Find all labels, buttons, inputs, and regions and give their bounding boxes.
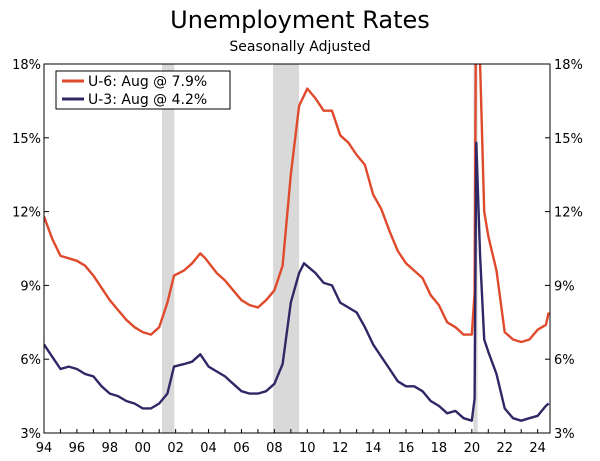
x-tick-label: 22: [496, 441, 513, 456]
x-tick-label: 08: [266, 441, 283, 456]
series-line-u6: [44, 64, 550, 344]
y-tick-label-left: 6%: [20, 353, 41, 368]
y-tick-label-right: 15%: [554, 132, 583, 147]
recession-shading-group: [161, 64, 478, 433]
legend-label-u6: U-6: Aug @ 7.9%: [88, 74, 207, 90]
legend: U-6: Aug @ 7.9% U-3: Aug @ 4.2%: [55, 70, 231, 110]
y-tick-label-left: 9%: [20, 279, 41, 294]
series-group: [44, 64, 550, 422]
y-tick-label-right: 6%: [554, 353, 575, 368]
y-tick-label-left: 15%: [12, 132, 41, 147]
legend-box: [55, 70, 231, 110]
x-tick-label: 14: [365, 441, 382, 456]
legend-label-u3: U-3: Aug @ 4.2%: [88, 92, 207, 108]
x-tick-label: 16: [398, 441, 415, 456]
x-tick-label: 06: [233, 441, 250, 456]
y-tick-label-right: 9%: [554, 279, 575, 294]
x-tick-label: 04: [200, 441, 217, 456]
series-line-u3: [44, 141, 550, 422]
y-tick-label-right: 18%: [554, 58, 583, 73]
y-axis-right: 3% 6% 9% 12% 15% 18%: [545, 58, 583, 442]
x-axis: 94 96 98 00 02 04 06 08 10 12 14 16 18 20 22 24: [36, 429, 546, 456]
x-tick-label: 02: [167, 441, 184, 456]
recession-band-0: [161, 64, 175, 433]
recession-band-1: [273, 64, 300, 433]
y-tick-label-right: 12%: [554, 206, 583, 221]
x-tick-label: 96: [69, 441, 86, 456]
x-tick-label: 94: [36, 441, 53, 456]
chart-title: Unemployment Rates: [170, 6, 430, 34]
x-tick-label: 12: [332, 441, 349, 456]
x-tick-label: 98: [102, 441, 119, 456]
y-tick-label-left: 3%: [20, 427, 41, 442]
y-tick-label-right: 3%: [554, 427, 575, 442]
plot-frame: [43, 63, 551, 434]
x-tick-label: 24: [529, 441, 546, 456]
chart-subtitle: Seasonally Adjusted: [229, 39, 371, 55]
x-tick-label: 10: [299, 441, 316, 456]
y-tick-label-left: 18%: [12, 58, 41, 73]
x-tick-label: 20: [464, 441, 481, 456]
y-tick-label-left: 12%: [12, 206, 41, 221]
x-tick-label: 00: [134, 441, 151, 456]
x-tick-label: 18: [431, 441, 448, 456]
y-axis-left: 3% 6% 9% 12% 15% 18%: [12, 58, 49, 442]
